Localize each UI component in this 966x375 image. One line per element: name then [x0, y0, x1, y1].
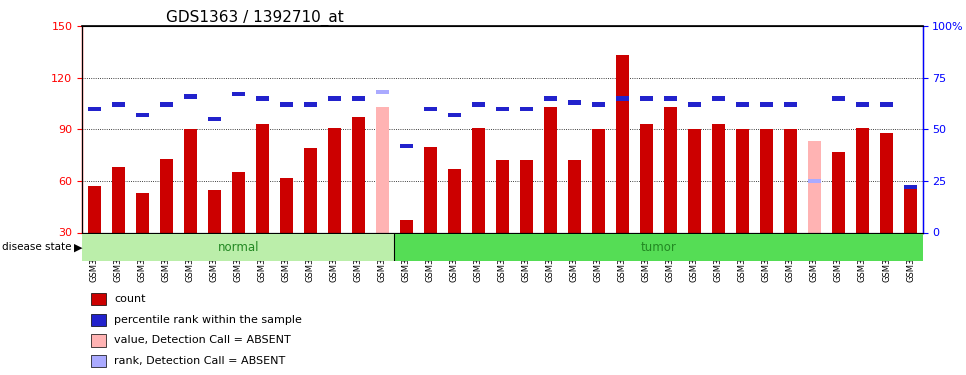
Bar [91, 334, 105, 346]
Bar [688, 102, 701, 107]
Bar [352, 96, 365, 100]
Bar [544, 96, 557, 100]
Bar [880, 133, 894, 232]
Bar [688, 129, 701, 232]
Bar [159, 102, 173, 107]
Bar [91, 293, 105, 305]
Text: value, Detection Call = ABSENT: value, Detection Call = ABSENT [114, 335, 291, 345]
Bar [256, 124, 269, 232]
Text: tumor: tumor [640, 241, 676, 254]
Bar [184, 129, 197, 232]
Bar [712, 124, 725, 232]
Bar [808, 141, 821, 232]
Bar [471, 102, 485, 107]
Bar [279, 177, 293, 232]
Bar [208, 117, 221, 121]
Bar [91, 355, 105, 367]
Bar [232, 92, 244, 96]
Bar [159, 159, 173, 232]
Bar [279, 102, 293, 107]
Bar [88, 186, 100, 232]
Bar [400, 144, 412, 148]
Bar [639, 96, 653, 100]
Bar [592, 129, 605, 232]
Bar [327, 128, 341, 232]
Bar [904, 186, 917, 232]
Bar [135, 193, 149, 232]
Bar [664, 107, 677, 232]
Text: disease state: disease state [2, 243, 71, 252]
Bar [424, 106, 437, 111]
Bar [471, 128, 485, 232]
Bar [400, 220, 412, 232]
Bar [352, 117, 365, 232]
Text: ▶: ▶ [74, 243, 83, 252]
Bar [520, 106, 533, 111]
Bar [568, 160, 581, 232]
Bar [664, 96, 677, 100]
Bar [496, 106, 509, 111]
Bar [447, 113, 461, 117]
Bar [615, 96, 629, 100]
Bar [760, 129, 773, 232]
Bar [232, 172, 244, 232]
Bar [256, 96, 269, 100]
Bar [615, 56, 629, 232]
Bar [496, 160, 509, 232]
Bar [520, 160, 533, 232]
Bar [639, 124, 653, 232]
Bar [303, 102, 317, 107]
Bar [394, 234, 923, 261]
Bar [832, 152, 845, 232]
Bar [327, 96, 341, 100]
Bar [376, 107, 389, 232]
Bar [832, 96, 845, 100]
Bar [184, 94, 197, 99]
Bar [135, 113, 149, 117]
Bar [568, 100, 581, 105]
Bar [856, 102, 869, 107]
Text: normal: normal [217, 241, 259, 254]
Bar [424, 147, 437, 232]
Bar [736, 129, 749, 232]
Text: GDS1363 / 1392710_at: GDS1363 / 1392710_at [166, 10, 344, 26]
Bar [82, 234, 394, 261]
Bar [880, 102, 894, 107]
Bar [712, 96, 725, 100]
Bar [783, 102, 797, 107]
Text: count: count [114, 294, 146, 304]
Bar [447, 169, 461, 232]
Bar [88, 106, 100, 111]
Bar [544, 107, 557, 232]
Bar [904, 185, 917, 189]
Bar [783, 129, 797, 232]
Bar [111, 167, 125, 232]
Text: rank, Detection Call = ABSENT: rank, Detection Call = ABSENT [114, 356, 285, 366]
Bar [808, 179, 821, 183]
Bar [376, 90, 389, 94]
Bar [736, 102, 749, 107]
Bar [760, 102, 773, 107]
Text: percentile rank within the sample: percentile rank within the sample [114, 315, 302, 325]
Bar [856, 128, 869, 232]
Bar [91, 314, 105, 326]
Bar [111, 102, 125, 107]
Bar [208, 189, 221, 232]
Bar [303, 148, 317, 232]
Bar [592, 102, 605, 107]
